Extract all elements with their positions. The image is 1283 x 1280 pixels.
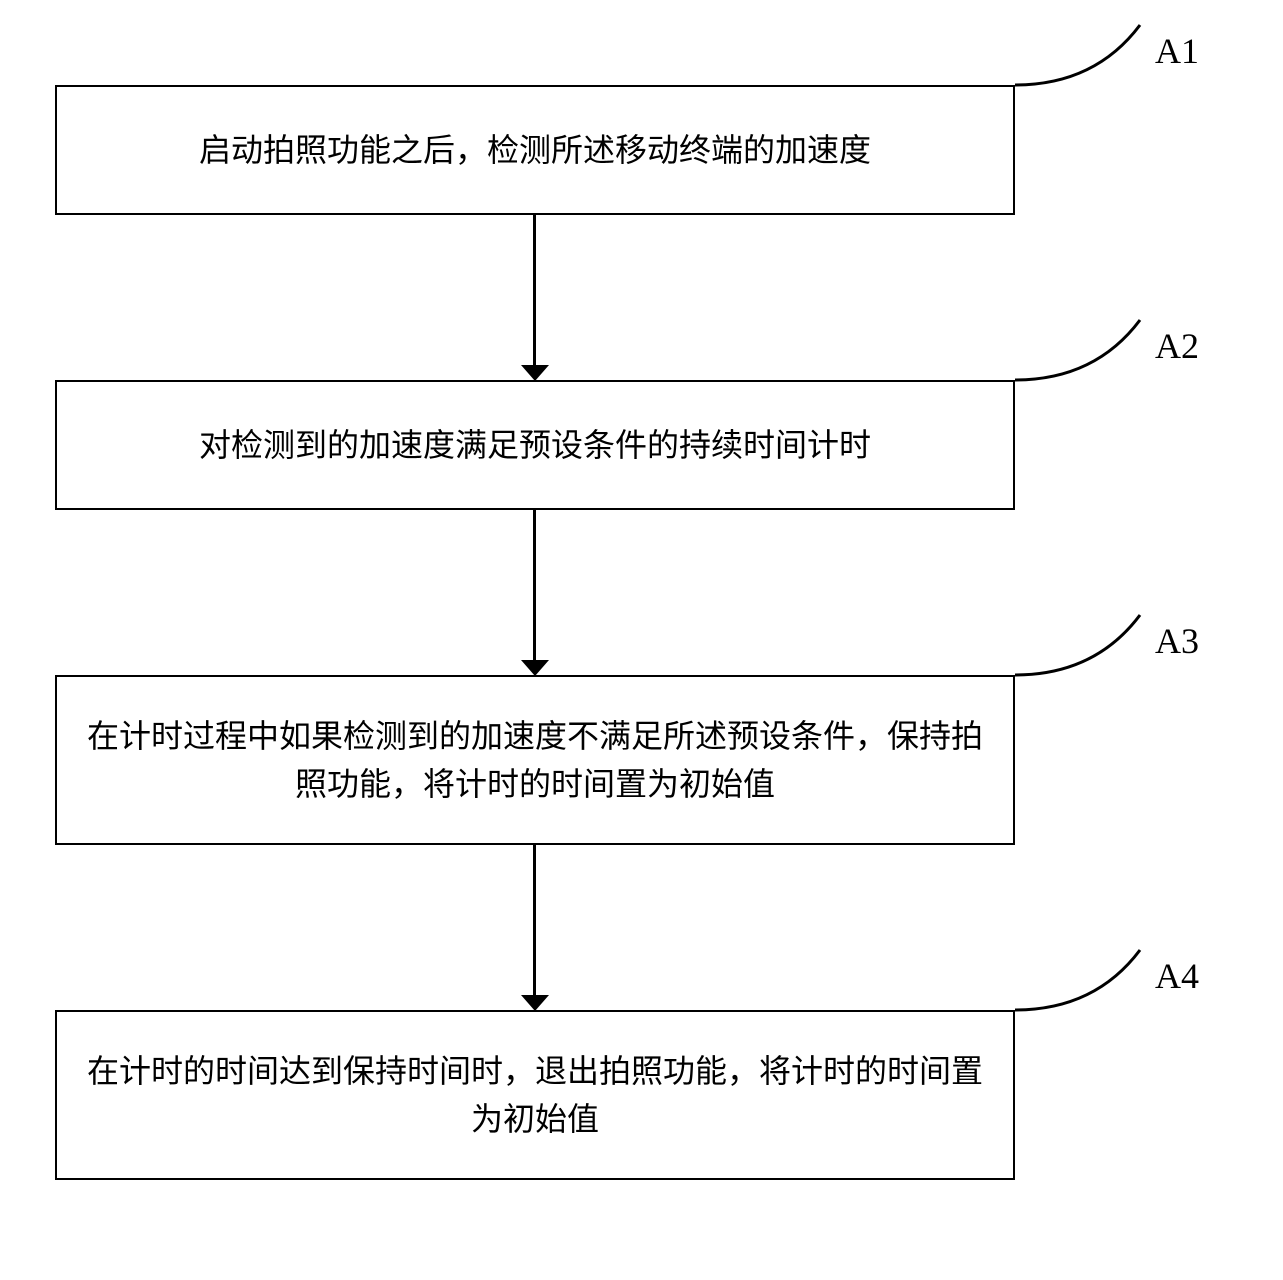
step-text-a1: 启动拍照功能之后，检测所述移动终端的加速度	[199, 126, 871, 174]
arrow-line-2	[533, 510, 536, 660]
step-box-a2: 对检测到的加速度满足预设条件的持续时间计时	[55, 380, 1015, 510]
step-text-a4: 在计时的时间达到保持时间时，退出拍照功能，将计时的时间置为初始值	[87, 1047, 983, 1143]
label-a4: A4	[1155, 955, 1199, 997]
arrow-head-1	[521, 365, 549, 381]
label-a2: A2	[1155, 325, 1199, 367]
label-a1: A1	[1155, 30, 1199, 72]
curve-a1	[1015, 20, 1155, 100]
label-a3: A3	[1155, 620, 1199, 662]
step-text-a2: 对检测到的加速度满足预设条件的持续时间计时	[199, 421, 871, 469]
curve-a4	[1015, 945, 1155, 1025]
step-box-a4: 在计时的时间达到保持时间时，退出拍照功能，将计时的时间置为初始值	[55, 1010, 1015, 1180]
arrow-head-3	[521, 995, 549, 1011]
curve-a2	[1015, 315, 1155, 395]
arrow-line-1	[533, 215, 536, 365]
step-text-a3: 在计时过程中如果检测到的加速度不满足所述预设条件，保持拍照功能，将计时的时间置为…	[87, 712, 983, 808]
arrow-head-2	[521, 660, 549, 676]
step-box-a3: 在计时过程中如果检测到的加速度不满足所述预设条件，保持拍照功能，将计时的时间置为…	[55, 675, 1015, 845]
flowchart-container: 启动拍照功能之后，检测所述移动终端的加速度 A1 对检测到的加速度满足预设条件的…	[0, 0, 1283, 1280]
curve-a3	[1015, 610, 1155, 690]
arrow-line-3	[533, 845, 536, 995]
step-box-a1: 启动拍照功能之后，检测所述移动终端的加速度	[55, 85, 1015, 215]
